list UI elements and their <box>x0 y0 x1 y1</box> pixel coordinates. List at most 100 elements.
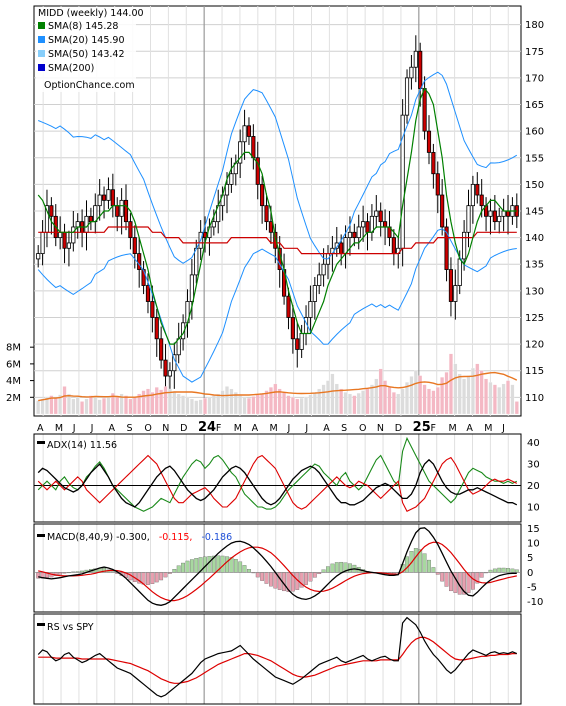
macd-value-1: -0.115, <box>159 532 193 543</box>
macd-histogram-bar <box>444 572 449 587</box>
x-axis-label: D <box>395 423 402 434</box>
adx-tick-label: 30 <box>527 460 540 471</box>
x-axis-label: A <box>37 423 44 434</box>
volume-bar <box>181 395 185 415</box>
volume-bar <box>295 398 300 415</box>
macd-histogram-bar <box>194 558 199 573</box>
price-tick-label: 160 <box>525 127 544 138</box>
candle-body <box>167 370 172 377</box>
volume-bar <box>194 400 199 415</box>
volume-bar <box>141 390 146 415</box>
candle-body <box>343 237 348 254</box>
candle-body <box>431 152 436 175</box>
price-tick-label: 140 <box>525 233 544 244</box>
volume-bar <box>291 397 295 415</box>
candle-body <box>154 317 159 340</box>
x-axis-label: J <box>72 423 76 434</box>
macd-histogram-bar <box>163 572 168 578</box>
volume-bar <box>514 401 519 415</box>
macd-tick-label: 10 <box>527 539 540 550</box>
candle-body <box>492 210 497 223</box>
macd-histogram-bar <box>247 569 251 573</box>
candle-body <box>299 333 304 350</box>
volume-bar <box>409 376 414 415</box>
volume-bar <box>255 394 260 415</box>
x-axis-label: A <box>466 423 473 434</box>
macd-histogram-bar <box>510 568 515 573</box>
volume-bar <box>172 392 177 415</box>
macd-histogram-bar <box>326 566 330 573</box>
price-tick-label: 180 <box>525 20 544 31</box>
volume-bar <box>277 388 282 415</box>
volume-bar <box>484 378 488 415</box>
candle-body <box>119 199 124 217</box>
candle-body <box>356 226 361 239</box>
volume-bar <box>106 396 111 415</box>
volume-bar <box>80 401 84 415</box>
volume-bar <box>282 392 286 415</box>
x-axis-label: J <box>501 423 505 434</box>
candle-body <box>159 338 164 361</box>
candle-body <box>352 231 357 239</box>
volume-bar <box>62 386 67 415</box>
volume-tick-label: 8M <box>6 343 21 354</box>
x-axis-label: F <box>216 423 221 434</box>
adx-tick-label: 20 <box>527 481 540 492</box>
volume-bar <box>150 392 155 415</box>
volume-bar <box>453 363 458 415</box>
macd-histogram-bar <box>308 572 313 582</box>
candle-body <box>466 205 471 233</box>
x-axis-label: 25 <box>413 420 431 435</box>
volume-bar <box>312 392 317 415</box>
volume-bar <box>392 392 396 415</box>
candle-body <box>312 285 317 302</box>
volume-bar <box>308 394 313 415</box>
volume-bar <box>418 375 423 415</box>
price-tick-label: 175 <box>525 47 544 58</box>
volume-bar <box>71 398 76 415</box>
candle-body <box>49 205 54 217</box>
macd-histogram-bar <box>207 556 212 573</box>
volume-bar <box>462 378 466 415</box>
candle-body <box>62 231 67 249</box>
macd-histogram-bar <box>255 572 260 578</box>
volume-bar <box>299 398 304 415</box>
volume-bar <box>269 387 273 415</box>
adx-line <box>37 458 518 508</box>
rs-panel-frame <box>33 613 522 705</box>
adx-legend-swatch <box>37 441 45 444</box>
volume-bar <box>444 372 449 415</box>
candle-body <box>273 231 278 249</box>
macd-histogram-bar <box>264 572 269 584</box>
candle-body <box>404 77 410 116</box>
volume-bar <box>53 398 58 415</box>
volume-bar <box>510 384 515 415</box>
candle-body <box>426 130 432 153</box>
volume-bar <box>405 382 409 415</box>
source-label: OptionChance.com <box>44 80 135 91</box>
x-axis-label: J <box>286 423 290 434</box>
candle-body <box>132 237 137 254</box>
candle-body <box>264 205 269 223</box>
candle-body <box>163 359 168 377</box>
candle-body <box>321 263 326 276</box>
candle-body <box>448 269 454 302</box>
volume-bar <box>49 395 54 415</box>
candle-body <box>369 215 374 233</box>
candle-body <box>145 285 151 302</box>
macd-histogram-bar <box>58 572 63 575</box>
legend-sma8: SMA(8) 145.28 <box>48 21 118 32</box>
candle-body <box>97 194 102 207</box>
volume-series <box>36 353 519 415</box>
candle-body <box>422 88 427 132</box>
macd-histogram-bar <box>312 572 317 578</box>
legend-background <box>36 7 136 92</box>
macd-histogram-bar <box>269 572 273 587</box>
adx-panel-frame <box>33 433 522 523</box>
volume-bar <box>89 395 93 415</box>
legend-swatch-sma20 <box>38 36 45 43</box>
candle-body <box>141 269 146 286</box>
adx-tick-label: 40 <box>527 438 540 449</box>
price-tick-label: 145 <box>525 207 544 218</box>
macd-histogram-bar <box>172 569 177 573</box>
